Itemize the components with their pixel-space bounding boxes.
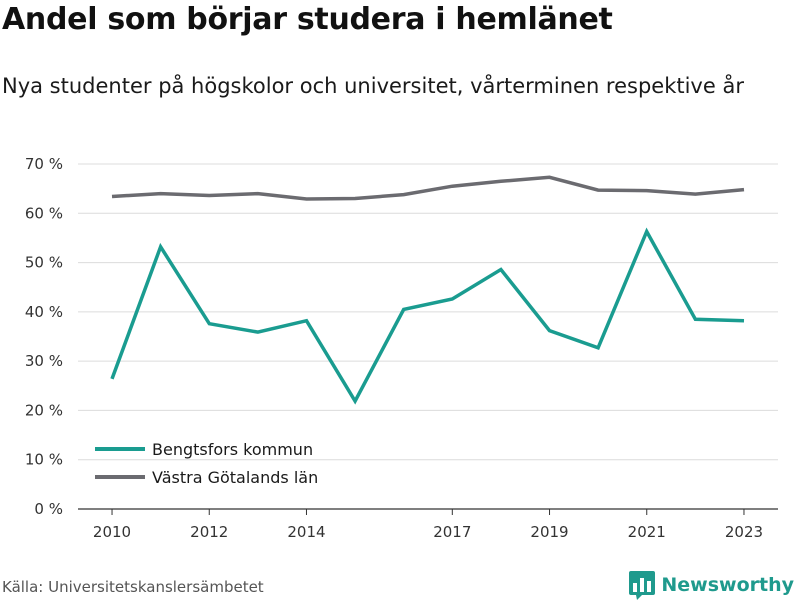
x-tick-label: 2017 — [433, 523, 471, 541]
brand-logo: Newsworthy — [628, 570, 794, 600]
y-tick-label: 30 % — [25, 352, 63, 370]
source-note: Källa: Universitetskanslersämbetet — [2, 578, 264, 596]
x-tick-label: 2012 — [190, 523, 228, 541]
series-line-vastra-gotaland — [111, 175, 745, 201]
y-tick-label: 50 % — [25, 254, 63, 272]
x-tick-label: 2021 — [628, 523, 666, 541]
y-tick-label: 70 % — [25, 155, 63, 173]
chart-title: Andel som börjar studera i hemlänet — [2, 2, 613, 37]
chart-subtitle: Nya studenter på högskolor och universit… — [2, 74, 744, 98]
newsworthy-logo-icon — [629, 571, 656, 600]
grid-lines — [78, 163, 778, 510]
legend-label-bengtsfors: Bengtsfors kommun — [152, 440, 313, 459]
x-axis-ticks: 2010 2012 2014 2017 2019 2021 2023 — [93, 509, 763, 541]
brand-name: Newsworthy — [661, 574, 794, 596]
y-tick-label: 10 % — [25, 451, 63, 469]
x-tick-label: 2014 — [287, 523, 325, 541]
series-line-bengtsfors — [110, 227, 745, 405]
y-tick-label: 60 % — [25, 204, 63, 222]
y-axis-ticks: 0 % 10 % 20 % 30 % 40 % 50 % 60 % 70 % — [25, 155, 63, 518]
series-lines — [110, 175, 745, 405]
legend: Bengtsfors kommun Västra Götalands län — [95, 440, 318, 487]
y-tick-label: 20 % — [25, 401, 63, 419]
x-tick-label: 2023 — [725, 523, 763, 541]
x-tick-label: 2019 — [530, 523, 568, 541]
x-tick-label: 2010 — [93, 523, 131, 541]
y-tick-label: 40 % — [25, 303, 63, 321]
y-tick-label: 0 % — [34, 500, 63, 518]
legend-label-vastra-gotaland: Västra Götalands län — [152, 468, 318, 487]
